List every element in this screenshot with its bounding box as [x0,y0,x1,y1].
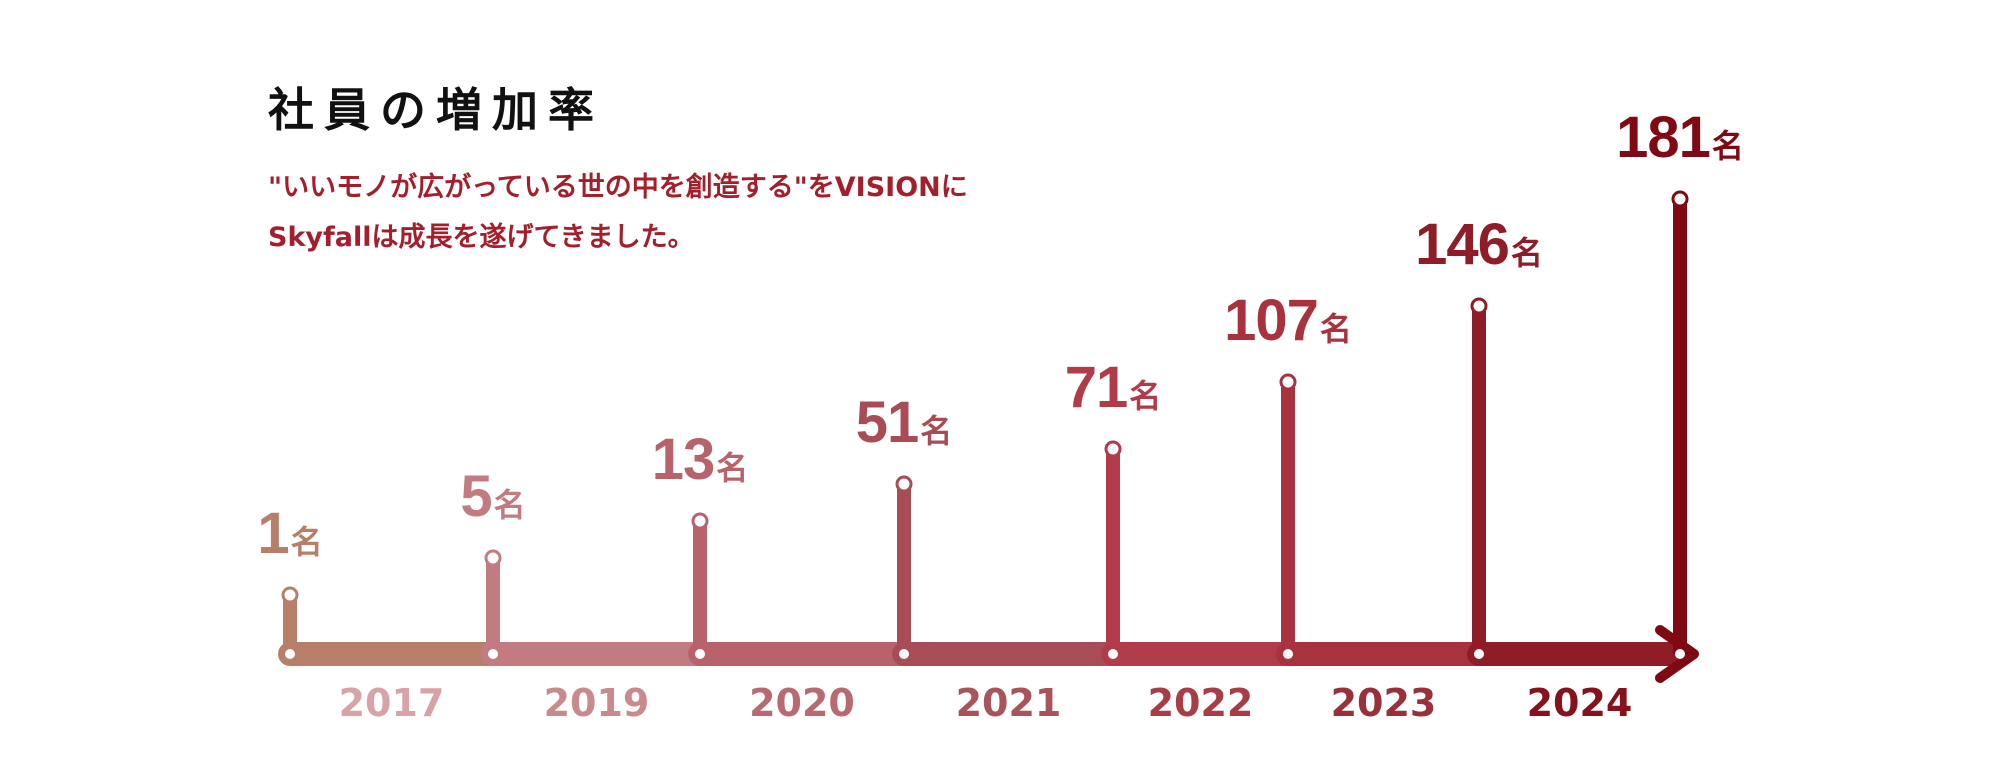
value-number: 71 [1065,355,1128,420]
value-label: 1名 [257,501,322,566]
value-number: 1 [257,501,288,566]
stem-base-dot [488,649,498,659]
x-tick-label: 2021 [956,681,1062,725]
value-label: 13名 [652,427,749,492]
value-label: 146名 [1415,212,1543,277]
stem-top-dot [1671,190,1689,208]
value-unit: 名 [1712,127,1744,165]
stem-top-dot [1470,297,1488,315]
stem-top-dot [691,512,709,530]
value-number: 107 [1224,288,1318,353]
value-label: 181名 [1616,105,1744,170]
stem-base-dot [899,649,909,659]
value-label: 107名 [1224,288,1352,353]
value-label: 71名 [1065,355,1162,420]
value-number: 5 [460,464,491,529]
value-number: 181 [1616,105,1710,170]
stem-top-dot [895,475,913,493]
value-unit: 名 [716,449,748,487]
arrow-head [1655,625,1699,683]
value-label: 5名 [460,464,525,529]
value-unit: 名 [1320,310,1352,348]
value-number: 13 [652,427,715,492]
stem-top-dot [1279,373,1297,391]
value-unit: 名 [291,523,323,561]
subtitle-line: "いいモノが広がっている世の中を創造する"をVISIONに [268,171,968,203]
x-tick-label: 2023 [1331,681,1437,725]
subtitle-line: Skyfallは成長を遂げてきました。 [268,221,695,253]
x-tick-label: 2022 [1148,681,1254,725]
x-tick-label: 2020 [749,681,855,725]
x-tick-label: 2024 [1527,681,1633,725]
value-unit: 名 [1511,234,1543,272]
stem-top-dot [281,586,299,604]
stem-base-dot [1108,649,1118,659]
stem-base-dot [1283,649,1293,659]
stem-top-dot [484,549,502,567]
value-number: 146 [1415,212,1509,277]
stem-base-dot [695,649,705,659]
value-label: 51名 [856,390,953,455]
value-number: 51 [856,390,919,455]
stem-base-dot [1474,649,1484,659]
value-unit: 名 [920,412,952,450]
x-tick-label: 2017 [339,681,445,725]
value-unit: 名 [494,486,526,524]
x-tick-label: 2019 [544,681,650,725]
chart-title: 社員の増加率 [268,83,604,137]
stem-base-dot [1675,649,1685,659]
value-unit: 名 [1129,377,1161,415]
stem-base-dot [285,649,295,659]
stem-top-dot [1104,440,1122,458]
